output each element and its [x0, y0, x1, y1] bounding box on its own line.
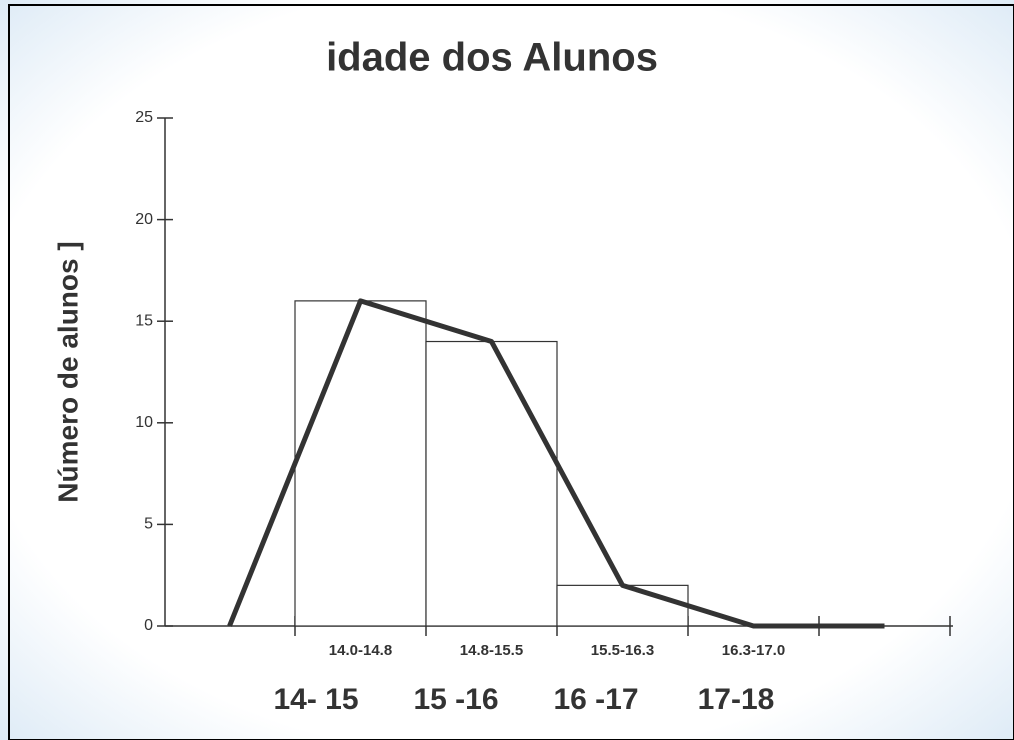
x-tick-label: 14.0-14.8 [329, 642, 392, 659]
y-axis-label: Número de alunos ] [52, 241, 83, 502]
frequency-polygon [227, 298, 885, 629]
x-tick-label: 14.8-15.5 [460, 642, 523, 659]
y-tick-label: 25 [135, 109, 153, 126]
y-tick-label: 5 [144, 516, 153, 533]
y-tick-label: 15 [135, 312, 153, 329]
bar [425, 340, 558, 627]
y-tick-label: 20 [135, 211, 153, 228]
bar [556, 584, 689, 627]
group-label: 16 -17 [553, 683, 638, 716]
group-label: 17-18 [698, 683, 775, 716]
x-tick-label: 16.3-17.0 [722, 642, 785, 659]
x-tick-label: 15.5-16.3 [591, 642, 654, 659]
frame [8, 4, 1014, 740]
y-tick-label: 0 [144, 617, 153, 634]
chart-title: idade dos Alunos [326, 36, 658, 80]
group-label: 15 -16 [413, 683, 498, 716]
bar [294, 300, 427, 627]
y-tick-label: 10 [135, 414, 153, 431]
group-label: 14- 15 [273, 683, 358, 716]
